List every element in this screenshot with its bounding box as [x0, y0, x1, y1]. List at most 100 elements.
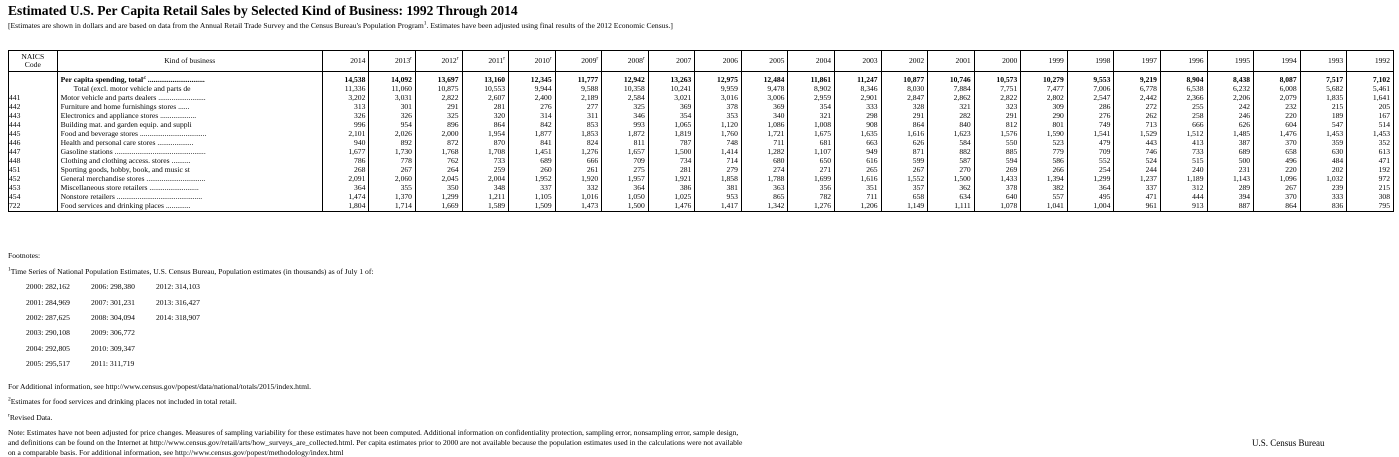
value-cell: 1,299	[1066, 175, 1115, 184]
value-cell: 275	[601, 166, 649, 175]
spacer-row	[8, 71, 1394, 76]
value-cell: 709	[1066, 148, 1115, 157]
value-cell: 333	[834, 103, 882, 112]
value-cell: 749	[1066, 121, 1115, 130]
value-cell: 279	[694, 166, 742, 175]
value-cell: 382	[1020, 184, 1068, 193]
value-cell: 2,079	[1253, 94, 1301, 103]
value-cell: 782	[787, 193, 836, 202]
value-cell: 887	[1206, 202, 1255, 212]
value-cell: 240	[1159, 166, 1208, 175]
value-cell: 650	[787, 157, 836, 166]
value-cell: 2,091	[321, 175, 370, 184]
value-cell: 1,512	[1159, 130, 1208, 139]
value-cell: 949	[834, 148, 882, 157]
population-estimate: 2009: 306,772	[91, 328, 135, 338]
footnote-2: 2Estimates for food services and drinkin…	[8, 397, 768, 406]
value-cell: 386	[647, 184, 696, 193]
value-cell: 378	[694, 103, 742, 112]
population-row: 2004: 292,805 2010: 309,347	[26, 344, 768, 359]
leader-dots: ...................................	[138, 130, 207, 139]
business-kind-text: Sporting goods, hobby, book, and music s…	[60, 166, 190, 175]
note-text: Note: Estimates have not been adjusted f…	[8, 428, 743, 457]
value-cell: 640	[973, 193, 1022, 202]
value-cell: 267	[368, 166, 416, 175]
value-cell: 836	[1299, 202, 1348, 212]
value-cell: 1,485	[1206, 130, 1255, 139]
value-cell: 12,484	[740, 76, 789, 85]
value-cell: 1,853	[554, 130, 603, 139]
revised-mark: r	[456, 55, 459, 62]
business-kind-label: Nonstore retailers .....................…	[56, 193, 323, 202]
naics-code: 442	[8, 103, 58, 112]
value-cell: 811	[601, 139, 649, 148]
value-cell: 471	[1346, 157, 1394, 166]
value-cell: 301	[368, 103, 416, 112]
table-row: 444 Building mat. and garden equip. and s…	[8, 121, 1394, 130]
year-header: 2011r	[461, 50, 510, 72]
value-cell: 369	[647, 103, 696, 112]
value-cell: 276	[508, 103, 556, 112]
value-cell: 9,478	[740, 85, 789, 94]
value-cell: 1,669	[414, 202, 463, 212]
value-cell: 1,819	[647, 130, 696, 139]
value-cell: 309	[1020, 103, 1068, 112]
value-cell: 232	[1253, 103, 1301, 112]
value-cell: 325	[414, 112, 463, 121]
value-cell: 1,641	[1346, 94, 1394, 103]
value-cell: 325	[601, 103, 649, 112]
value-cell: 2,822	[414, 94, 463, 103]
table-row: 445 Food and beverage stores ............…	[8, 130, 1394, 139]
value-cell: 337	[508, 184, 556, 193]
business-kind-label: Health and personal care stores ........…	[56, 139, 323, 148]
footnote-revised-mark: r	[8, 412, 10, 419]
value-cell: 350	[414, 184, 463, 193]
value-cell: 362	[927, 184, 975, 193]
value-cell: 261	[554, 166, 603, 175]
value-cell: 1,025	[647, 193, 696, 202]
naics-code	[8, 85, 58, 94]
value-cell: 443	[1113, 139, 1161, 148]
value-cell: 2,442	[1113, 94, 1161, 103]
value-cell: 1,877	[508, 130, 556, 139]
population-estimate: 2006: 298,380	[91, 282, 135, 292]
value-cell: 320	[461, 112, 510, 121]
business-kind-label: Per capita spending, total2 ............…	[56, 76, 323, 85]
value-cell: 1,032	[1299, 175, 1348, 184]
value-cell: 254	[1066, 166, 1115, 175]
footnotes-heading: Footnotes:	[8, 251, 41, 260]
value-cell: 10,875	[414, 85, 463, 94]
business-kind-label: Total (excl. motor vehicle and parts de	[56, 85, 323, 94]
subtitle-footnote-mark: 1	[423, 20, 427, 27]
value-cell: 1,149	[880, 202, 929, 212]
value-cell: 626	[1206, 121, 1255, 130]
value-cell: 215	[1346, 184, 1394, 193]
leader-dots: ......	[176, 103, 190, 112]
naics-code: 448	[8, 157, 58, 166]
value-cell: 1,096	[1253, 175, 1301, 184]
leader-dots: ...................	[158, 112, 197, 121]
year-header: 1998	[1066, 50, 1115, 72]
value-cell: 841	[508, 139, 556, 148]
value-cell: 3,006	[740, 94, 789, 103]
business-kind-text: Building mat. and garden equip. and supp…	[60, 121, 192, 130]
value-cell: 1,623	[927, 130, 975, 139]
value-cell: 5,682	[1299, 85, 1348, 94]
value-cell: 586	[1020, 157, 1068, 166]
naics-code: 453	[8, 184, 58, 193]
value-cell: 552	[1066, 157, 1115, 166]
value-cell: 265	[834, 166, 882, 175]
value-cell: 604	[1253, 121, 1301, 130]
value-cell: 8,902	[787, 85, 836, 94]
value-cell: 246	[1206, 112, 1255, 121]
population-estimate: 2010: 309,347	[91, 343, 135, 353]
value-cell: 1,474	[321, 193, 370, 202]
value-cell: 709	[601, 157, 649, 166]
year-header: 2013r	[368, 50, 416, 72]
year-label: 1997	[1141, 55, 1157, 65]
footnote-2-mark: 2	[8, 396, 11, 403]
value-cell: 786	[321, 157, 370, 166]
value-cell: 1,237	[1113, 175, 1161, 184]
value-cell: 779	[1020, 148, 1068, 157]
value-cell: 11,861	[787, 76, 836, 85]
